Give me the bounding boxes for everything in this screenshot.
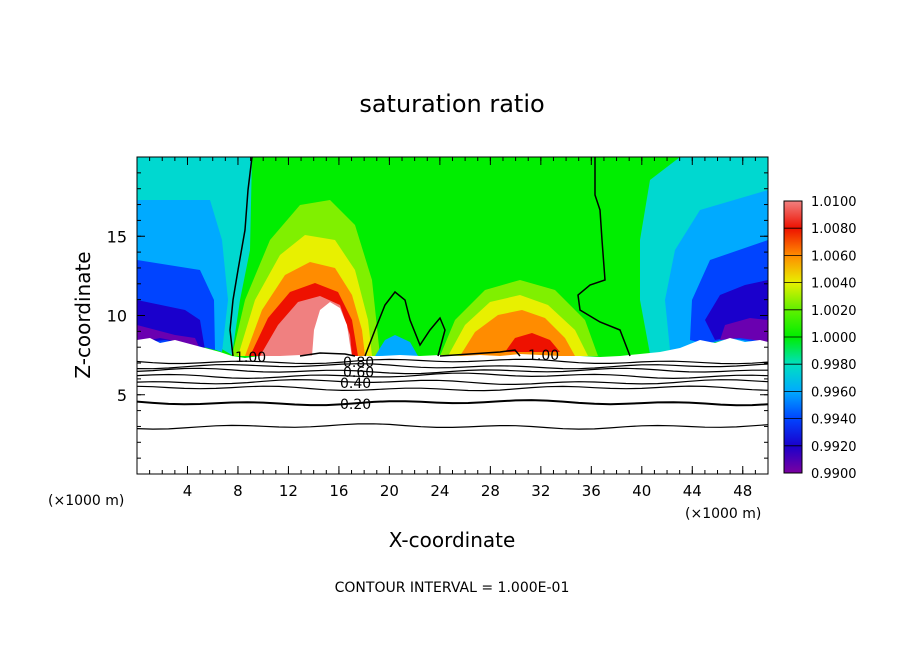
contour-label: 0.60	[343, 365, 374, 381]
x-tick-label: 36	[582, 482, 601, 500]
contour-line	[137, 363, 768, 370]
colorbar-label: 1.0060	[811, 249, 857, 264]
x-axis-label: X-coordinate	[389, 528, 516, 552]
contour-line	[137, 367, 768, 375]
x-tick-label: 40	[632, 482, 651, 500]
contour-line	[137, 378, 768, 386]
colorbar: 1.0100 1.0080 1.0060 1.0040 1.0020 1.0000 0.99…	[783, 195, 857, 482]
contour-line	[137, 372, 768, 380]
x-tick-label: 8	[233, 482, 243, 500]
contour-lines	[137, 157, 768, 430]
contour-label: 0.80	[343, 355, 374, 371]
x-unit-label-right: (×1000 m)	[685, 506, 761, 522]
contour-labels: 1.00 1.00 0.80 0.60 0.40 0.20	[235, 348, 559, 413]
colorbar-label: 1.0080	[811, 222, 857, 237]
contour-line	[364, 290, 446, 357]
x-tick-label: 28	[481, 482, 500, 500]
colorbar-label: 0.9960	[811, 385, 857, 400]
x-tick-label: 4	[183, 482, 193, 500]
contour-line	[137, 358, 768, 365]
colorbar-label: 0.9900	[811, 467, 857, 482]
heatmap-band	[137, 325, 200, 349]
contour-label: 1.00	[528, 348, 559, 364]
colorbar-label: 1.0100	[811, 195, 857, 210]
contour-line	[229, 157, 253, 357]
x-tick-label: 44	[683, 482, 702, 500]
chart-title: saturation ratio	[359, 90, 544, 118]
colorbar-label: 0.9940	[811, 413, 857, 428]
colorbar-label: 1.0040	[811, 277, 857, 292]
heatmap-band	[375, 335, 418, 356]
contour-line	[137, 399, 768, 407]
contour-line	[577, 157, 631, 357]
y-tick-label: 10	[107, 307, 127, 326]
colorbar-label: 1.0000	[811, 331, 857, 346]
x-tick-label: 32	[531, 482, 550, 500]
x-tick-label: 16	[329, 482, 348, 500]
contour-line	[299, 352, 356, 357]
contour-label: 1.00	[235, 350, 266, 366]
heatmap-band	[560, 157, 605, 300]
plot-area	[137, 157, 768, 474]
x-unit-label-left: (×1000 m)	[48, 493, 124, 509]
contour-line	[137, 385, 768, 392]
x-tick-label: 24	[430, 482, 449, 500]
x-tick-label: 48	[733, 482, 752, 500]
colorbar-label: 0.9920	[811, 440, 857, 455]
colorbar-label: 0.9980	[811, 358, 857, 373]
x-tick-label: 12	[279, 482, 298, 500]
contour-line	[439, 349, 521, 357]
x-tick-label: 20	[380, 482, 399, 500]
lower-region	[137, 338, 768, 474]
heatmap-band	[505, 333, 560, 352]
contour-label: 0.20	[340, 397, 371, 413]
contour-label: 0.40	[340, 376, 371, 392]
colorbar-ticks: 1.0100 1.0080 1.0060 1.0040 1.0020 1.0000 0.99…	[784, 195, 857, 482]
y-axis-label: Z-coordinate	[71, 251, 95, 378]
contour-line	[137, 423, 768, 430]
y-tick-label: 15	[107, 227, 127, 246]
heatmap-band	[720, 318, 768, 342]
y-tick-label: 5	[117, 386, 127, 405]
colorbar-label: 1.0020	[811, 304, 857, 319]
white-cap	[312, 302, 352, 356]
contour-interval-note: CONTOUR INTERVAL = 1.000E-01	[335, 580, 570, 596]
